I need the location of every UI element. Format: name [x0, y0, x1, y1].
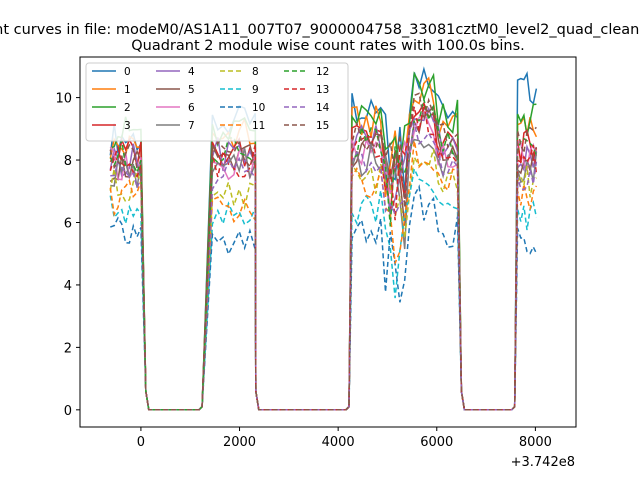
figure-suptitle: Light curves in file: modeM0/AS1A11_007T…: [0, 22, 640, 38]
legend-label-10: 10: [252, 102, 265, 114]
legend-label-1: 1: [124, 84, 131, 96]
y-tick-label: 0: [64, 404, 72, 419]
x-tick-label: 0: [137, 435, 145, 450]
legend-label-8: 8: [252, 66, 259, 78]
legend-label-0: 0: [124, 66, 131, 78]
axes-title: Quadrant 2 module wise count rates with …: [131, 38, 525, 54]
series-line-3: [109, 101, 538, 411]
legend-label-14: 14: [316, 102, 330, 114]
y-tick-label: 4: [64, 279, 72, 294]
legend-label-9: 9: [252, 84, 259, 96]
series-line-8: [109, 148, 537, 411]
legend-label-4: 4: [188, 66, 195, 78]
y-tick-label: 6: [64, 216, 72, 231]
series-line-14: [110, 122, 538, 411]
series-line-5: [109, 104, 538, 411]
series-line-12: [109, 99, 538, 411]
legend-box: [85, 62, 349, 142]
series-line-6: [109, 110, 538, 411]
legend-label-15: 15: [316, 120, 329, 132]
legend-label-6: 6: [188, 102, 195, 114]
y-tick-label: 10: [55, 92, 72, 107]
series-line-4: [109, 106, 538, 411]
legend-label-12: 12: [316, 66, 329, 78]
x-tick-label: 2000: [223, 435, 256, 450]
series-layer: [109, 66, 538, 411]
plot-area-frame: [79, 56, 577, 428]
x-tick-label: 6000: [420, 435, 453, 450]
series-line-15: [109, 92, 537, 411]
y-tick-label: 8: [64, 154, 72, 169]
legend-label-3: 3: [124, 120, 131, 132]
series-line-9: [109, 166, 538, 411]
y-tick-label: 2: [64, 341, 72, 356]
axis-ticks: 0 2000 4000 6000 8000 0 2 4 6 8 10: [55, 92, 551, 450]
series-line-11: [109, 140, 538, 411]
series-line-10: [110, 184, 538, 411]
legend-label-11: 11: [252, 120, 265, 132]
legend-label-5: 5: [188, 84, 195, 96]
x-tick-label: 4000: [322, 435, 355, 450]
legend-label-7: 7: [188, 120, 195, 132]
x-offset-label: +3.742e8: [511, 455, 575, 470]
series-line-7: [110, 138, 538, 411]
legend-label-2: 2: [124, 102, 131, 114]
legend-label-13: 13: [316, 84, 329, 96]
x-tick-label: 8000: [519, 435, 552, 450]
series-line-13: [109, 103, 538, 411]
